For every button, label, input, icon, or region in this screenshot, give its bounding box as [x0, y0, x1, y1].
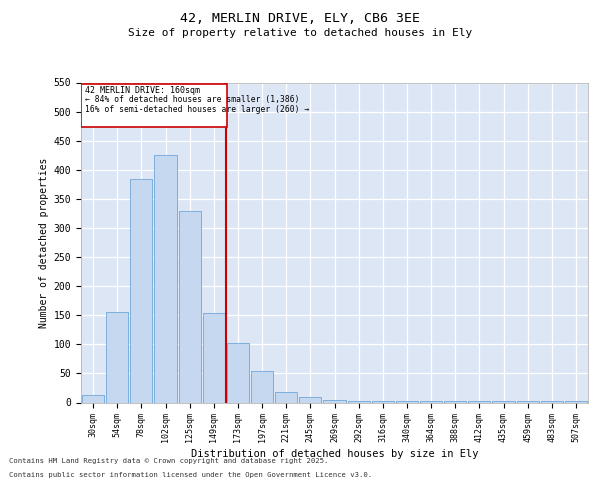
Bar — [227, 342, 249, 402]
Bar — [82, 84, 227, 126]
Bar — [275, 392, 298, 402]
Bar — [130, 178, 152, 402]
Text: 42 MERLIN DRIVE: 160sqm: 42 MERLIN DRIVE: 160sqm — [85, 86, 200, 95]
Bar — [347, 401, 370, 402]
Bar — [106, 312, 128, 402]
Bar — [299, 396, 322, 402]
Bar — [154, 155, 176, 402]
Text: 42, MERLIN DRIVE, ELY, CB6 3EE: 42, MERLIN DRIVE, ELY, CB6 3EE — [180, 12, 420, 26]
Bar — [323, 400, 346, 402]
Y-axis label: Number of detached properties: Number of detached properties — [40, 158, 49, 328]
Text: Size of property relative to detached houses in Ely: Size of property relative to detached ho… — [128, 28, 472, 38]
Bar — [203, 314, 225, 402]
Bar — [179, 210, 201, 402]
Text: ← 84% of detached houses are smaller (1,386): ← 84% of detached houses are smaller (1,… — [85, 96, 299, 104]
Bar — [82, 395, 104, 402]
Bar — [251, 370, 273, 402]
Text: 16% of semi-detached houses are larger (260) →: 16% of semi-detached houses are larger (… — [85, 104, 310, 114]
Bar — [371, 401, 394, 402]
Text: Contains public sector information licensed under the Open Government Licence v3: Contains public sector information licen… — [9, 472, 372, 478]
Text: Contains HM Land Registry data © Crown copyright and database right 2025.: Contains HM Land Registry data © Crown c… — [9, 458, 328, 464]
X-axis label: Distribution of detached houses by size in Ely: Distribution of detached houses by size … — [191, 449, 478, 459]
